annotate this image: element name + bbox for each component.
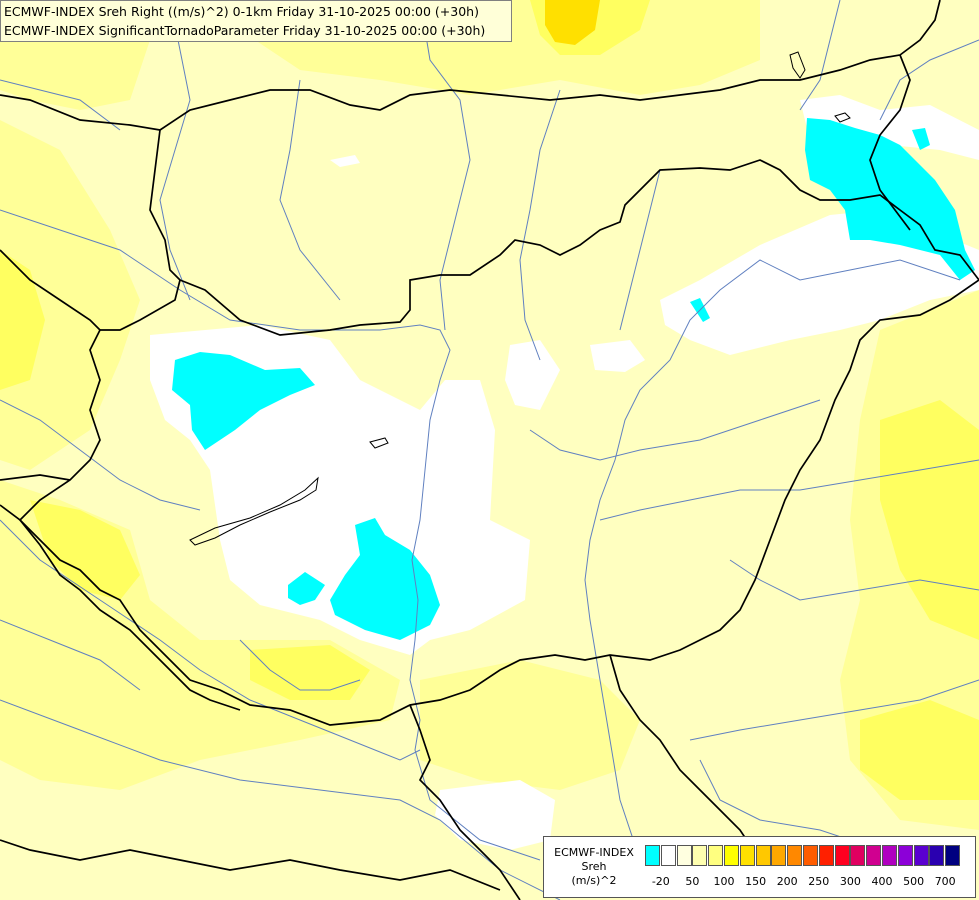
legend-tick-label: 500 (903, 875, 925, 888)
legend-swatch (787, 845, 803, 866)
cyan-zone-west (172, 352, 315, 450)
border-slovakia-north (0, 94, 181, 281)
river-north-3 (519, 89, 561, 361)
legend-tick-label: 50 (685, 875, 700, 888)
border-bosnia (0, 839, 501, 891)
border-west-austria (0, 474, 71, 481)
legend-tick-label: 300 (839, 875, 861, 888)
legend-swatch (771, 845, 787, 866)
legend-caption-line-1: ECMWF-INDEX (554, 846, 634, 859)
white-zone-blob (330, 155, 360, 167)
sreh-orange-zone (545, 0, 600, 45)
yellow-zone-southcentral (420, 660, 640, 790)
river-tisza (584, 259, 961, 861)
legend-tick-label: -20 (651, 875, 670, 888)
lake-velence (369, 437, 389, 449)
border-austria (0, 249, 101, 331)
legend-swatch (929, 845, 945, 866)
border-slovenia-croatia (0, 504, 241, 711)
border-romania-serbia (609, 654, 761, 861)
strong-yellow-east (880, 400, 979, 640)
cyan-zone-ne (805, 118, 975, 280)
river-centre (529, 399, 821, 461)
legend-swatch (802, 845, 818, 866)
border-north (159, 0, 941, 131)
legend-swatch (755, 845, 771, 866)
legend-swatches (645, 845, 961, 866)
white-zone-south (435, 780, 555, 850)
river-east-1 (599, 459, 979, 521)
lakes (189, 51, 851, 546)
cyan-zone-south-small (288, 572, 325, 605)
legend-tick-label: 700 (934, 875, 956, 888)
white-zone-ne (660, 210, 979, 355)
legend-swatch (945, 845, 961, 866)
river-north-1 (419, 0, 471, 331)
map-title-box: ECMWF-INDEX Sreh Right ((m/s)^2) 0-1km F… (0, 0, 512, 42)
legend-swatch (881, 845, 897, 866)
strong-yellow-southwest (30, 500, 140, 600)
cyan-zone-south (330, 518, 440, 640)
river-ne-2 (799, 0, 841, 111)
white-zone-mid2 (590, 340, 645, 372)
legend-swatch (723, 845, 739, 866)
legend-swatch (708, 845, 724, 866)
legend-tick-label: 200 (776, 875, 798, 888)
legend-swatch (739, 845, 755, 866)
legend-swatch (913, 845, 929, 866)
lake-ne2 (834, 112, 851, 123)
strong-yellow-se (860, 700, 979, 800)
legend-caption-line-3: (m/s)^2 (571, 874, 617, 887)
border-ukraine (869, 54, 911, 231)
river-morava (159, 0, 191, 301)
strong-yellow-west (0, 250, 45, 390)
lake-balaton (189, 476, 319, 546)
legend-swatch (645, 845, 660, 866)
legend-caption: ECMWF-INDEX Sreh (m/s)^2 (548, 846, 640, 888)
legend-swatch (866, 845, 882, 866)
legend-swatch (692, 845, 708, 866)
river-west-1 (0, 399, 201, 511)
legend-caption-line-2: Sreh (581, 860, 607, 873)
map-title-line-2: ECMWF-INDEX SignificantTornadoParameter … (4, 23, 486, 38)
legend-swatch (818, 845, 834, 866)
border-croatia-serbia (409, 704, 521, 900)
yellow-zone-west (0, 120, 140, 470)
river-drava (0, 519, 421, 761)
cyan-zone-ne-tip (912, 128, 930, 150)
sreh-cyan-zones (172, 118, 975, 640)
legend-swatch (897, 845, 913, 866)
legend-tick-label: 400 (871, 875, 893, 888)
river-north-4 (619, 169, 661, 331)
river-ne-1 (879, 39, 979, 121)
map-title-line-1: ECMWF-INDEX Sreh Right ((m/s)^2) 0-1km F… (4, 4, 479, 19)
legend-swatch (834, 845, 850, 866)
river-danube-1 (0, 209, 541, 861)
river-nw (0, 79, 121, 131)
river-sava (0, 699, 561, 900)
color-legend: ECMWF-INDEX Sreh (m/s)^2 -20 50 100 150 200 2… (543, 836, 976, 898)
white-zone-east-belt (800, 95, 979, 160)
river-west-2 (0, 619, 141, 691)
legend-tick-label: 100 (713, 875, 735, 888)
river-east-2 (729, 559, 979, 601)
white-zone-mid (505, 340, 560, 410)
legend-swatch (660, 845, 676, 866)
legend-tick-label: 150 (745, 875, 767, 888)
legend-tick-label: 250 (808, 875, 830, 888)
legend-swatch (850, 845, 866, 866)
river-north-2 (279, 79, 341, 301)
border-hungary (18, 159, 979, 726)
river-east-3 (689, 679, 979, 741)
lake-ne (789, 51, 806, 79)
legend-swatch (676, 845, 692, 866)
river-centre-2 (239, 639, 361, 691)
